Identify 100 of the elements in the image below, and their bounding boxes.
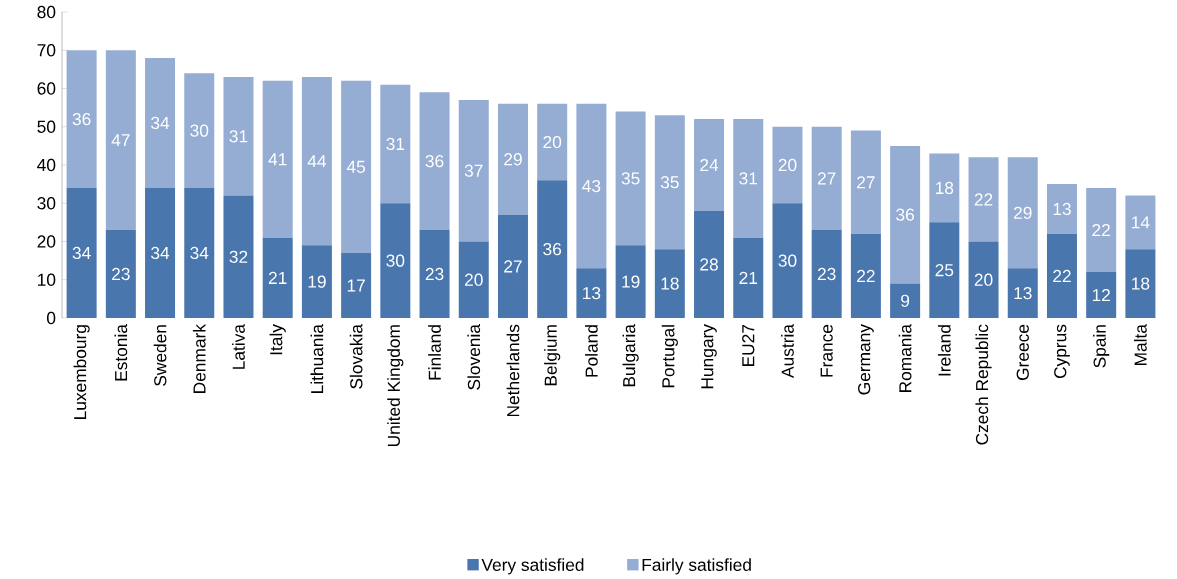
data-label: 31: [386, 137, 405, 151]
bar: [850, 233, 881, 319]
data-label: 27: [857, 176, 875, 189]
data-label: 35: [621, 172, 640, 185]
bar: [66, 50, 97, 189]
data-label: 13: [1014, 287, 1032, 300]
bar: [145, 188, 176, 319]
y-tick-label: 60: [37, 82, 56, 95]
bar: [929, 222, 960, 319]
data-label: 20: [778, 158, 797, 172]
y-tick-label: 80: [37, 5, 56, 19]
bar: [105, 230, 136, 319]
x-tick-label: Hungary: [701, 324, 717, 389]
bar: [890, 146, 921, 284]
data-label: 22: [1053, 269, 1071, 283]
bar: [694, 211, 725, 319]
data-label: 34: [72, 246, 91, 260]
bar: [497, 214, 528, 319]
data-label: 18: [936, 181, 954, 195]
x-tick-label: EU27: [742, 325, 755, 367]
bar: [811, 126, 842, 231]
data-label: 45: [346, 160, 366, 174]
data-label: 19: [622, 275, 640, 288]
y-tick-label: 10: [38, 273, 56, 286]
bar: [654, 249, 685, 319]
y-tick-label: 30: [37, 197, 56, 210]
data-label: 29: [1013, 206, 1032, 220]
bar: [380, 203, 411, 319]
data-label: 19: [308, 275, 326, 288]
bar: [223, 195, 254, 319]
data-label: 30: [386, 254, 405, 267]
bar: [772, 203, 803, 319]
x-tick-label: Germany: [858, 324, 874, 395]
bar: [1007, 268, 1038, 319]
data-label: 29: [504, 153, 522, 166]
x-tick-label: Malta: [1134, 324, 1147, 366]
x-tick-label: Belgium: [544, 325, 561, 386]
x-tick-label: Greece: [1016, 324, 1029, 381]
x-tick-label: Slovenia: [467, 324, 481, 390]
data-label: 22: [974, 193, 993, 206]
bar: [419, 230, 450, 319]
bar: [733, 237, 764, 319]
bar: [341, 253, 372, 319]
bar: [1007, 157, 1038, 269]
data-label: 34: [151, 246, 170, 260]
legend-label: Very satisfied: [481, 558, 584, 575]
bar: [1086, 188, 1117, 273]
bar: [811, 230, 842, 319]
bar: [850, 130, 881, 234]
bar: [1046, 233, 1077, 319]
data-label: 36: [425, 155, 444, 168]
data-label: 34: [151, 116, 170, 130]
y-tick-label: 50: [37, 120, 56, 134]
data-label: 14: [1132, 216, 1150, 229]
data-label: 20: [974, 273, 993, 286]
x-tick-label: United Kingdom: [387, 325, 404, 447]
bar: [537, 180, 568, 319]
bar: [615, 245, 646, 319]
x-tick-label: Ireland: [937, 325, 951, 376]
y-tick-label: 70: [37, 44, 56, 57]
data-label: 31: [739, 172, 758, 185]
bar: [262, 237, 293, 319]
bar: [1046, 184, 1077, 234]
data-label: 12: [1092, 289, 1110, 302]
bar: [890, 283, 921, 319]
data-label: 36: [896, 208, 914, 221]
bar: [223, 77, 254, 196]
data-label: 28: [700, 258, 718, 271]
data-label: 23: [112, 267, 130, 281]
x-tick-label: Lithuania: [310, 324, 324, 394]
data-label: 44: [307, 155, 327, 168]
x-tick-label: Luxembourg: [73, 325, 90, 420]
data-label: 34: [190, 246, 209, 260]
bar: [576, 103, 607, 269]
data-label: 32: [229, 250, 248, 264]
bar: [301, 245, 332, 319]
bar: [184, 188, 215, 319]
data-label: 17: [347, 279, 365, 292]
data-label: 13: [583, 287, 601, 300]
x-tick-label: Sweden: [153, 325, 167, 386]
bar: [537, 103, 568, 181]
bar: [1125, 249, 1156, 319]
x-tick-label: Romania: [898, 324, 912, 393]
x-tick-label: Czech Republic: [975, 324, 992, 445]
bar: [184, 73, 215, 189]
x-tick-label: France: [820, 324, 833, 377]
y-tick-label: 40: [37, 158, 56, 172]
x-tick-label: Finland: [428, 325, 441, 380]
bar: [380, 84, 411, 204]
x-tick-label: Slovakia: [349, 324, 363, 389]
bar: [772, 126, 803, 204]
bar: [1086, 272, 1117, 319]
data-label: 30: [190, 124, 209, 137]
bar: [615, 111, 646, 246]
data-label: 20: [464, 273, 483, 286]
bar: [105, 50, 136, 231]
x-tick-label: Poland: [585, 325, 598, 377]
data-label: 36: [72, 113, 91, 126]
data-label: 18: [661, 277, 679, 290]
bar: [458, 100, 489, 242]
